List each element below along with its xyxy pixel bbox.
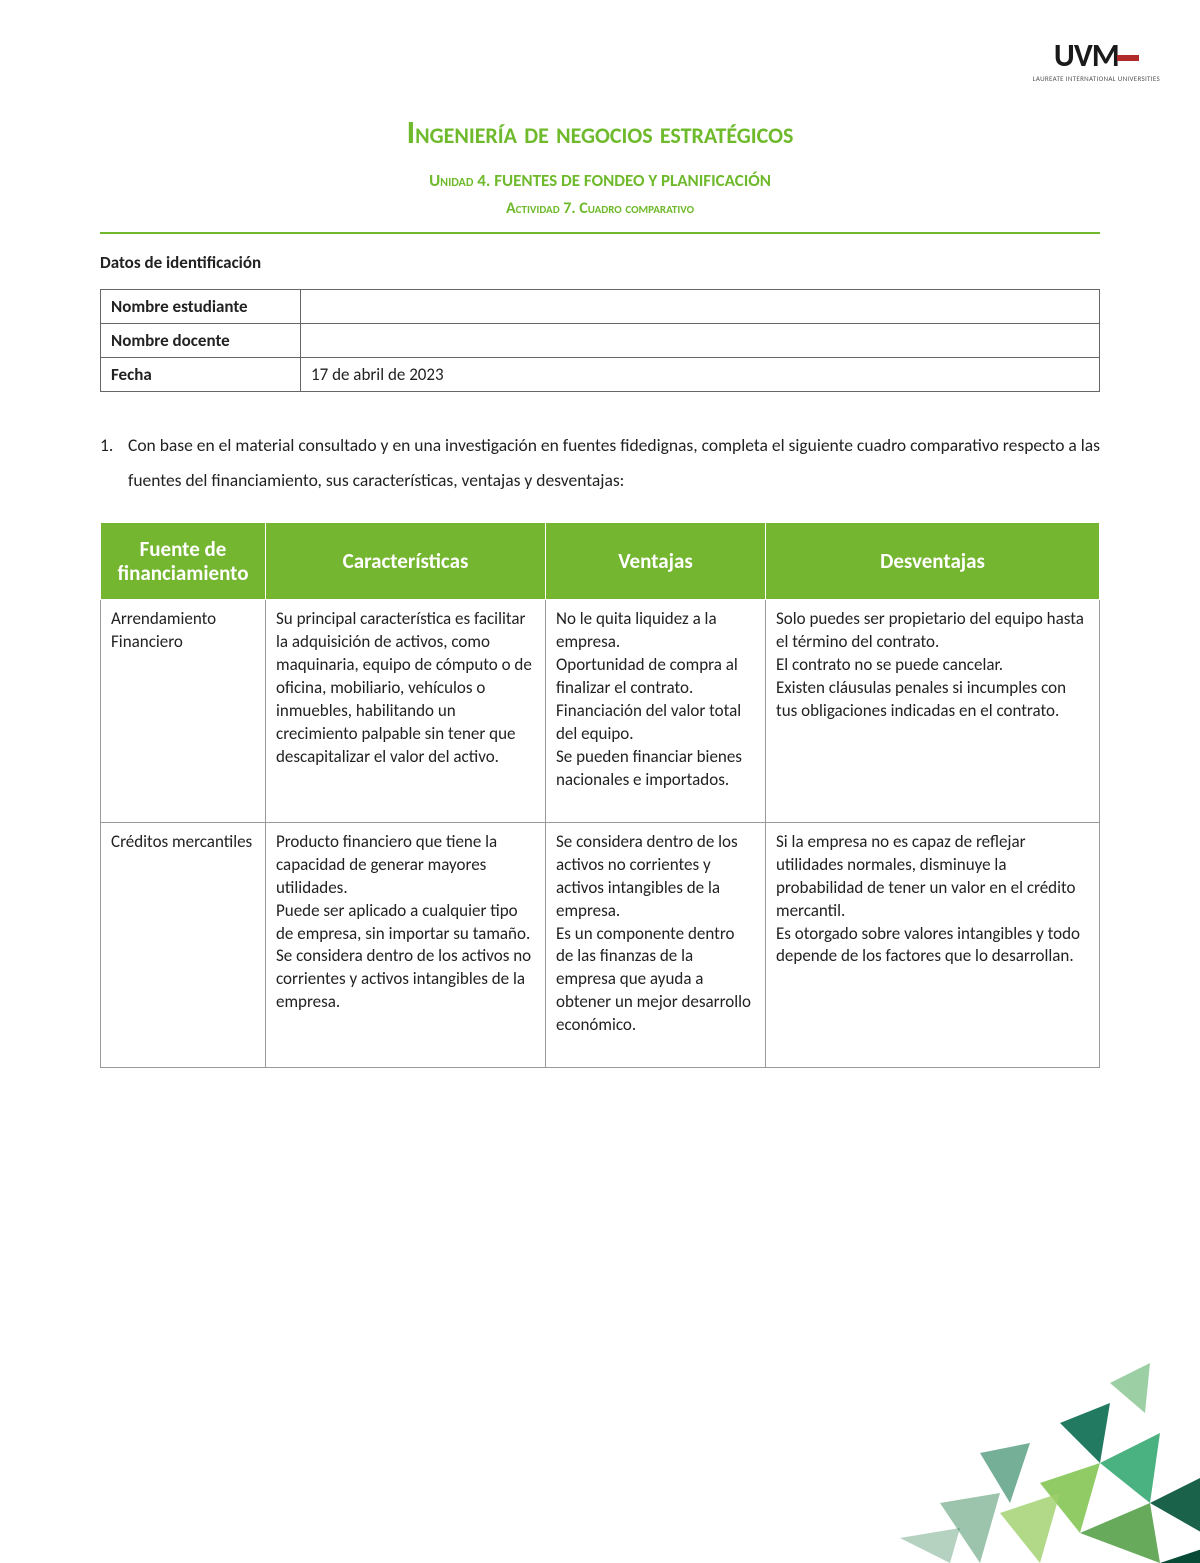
instruction-text: Con base en el material consultado y en … bbox=[128, 434, 1100, 491]
comp-header-cell: Ventajas bbox=[546, 523, 766, 600]
id-table-row: Nombre estudiante bbox=[101, 290, 1100, 324]
activity-subtitle: Actividad 7. Cuadro comparativo bbox=[100, 199, 1100, 232]
identification-table: Nombre estudianteNombre docenteFecha17 d… bbox=[100, 289, 1100, 392]
logo-main-text: UVM bbox=[1033, 40, 1160, 72]
id-row-label: Nombre estudiante bbox=[101, 290, 301, 324]
comp-cell: Arrendamiento Financiero bbox=[101, 600, 266, 823]
id-row-value: 17 de abril de 2023 bbox=[301, 358, 1100, 392]
comp-cell: Solo puedes ser propietario del equipo h… bbox=[766, 600, 1100, 823]
logo-subtitle: LAUREATE INTERNATIONAL UNIVERSITIES bbox=[1033, 74, 1160, 83]
comp-header-cell: Desventajas bbox=[766, 523, 1100, 600]
id-row-value bbox=[301, 324, 1100, 358]
comp-cell: Se considera dentro de los activos no co… bbox=[546, 822, 766, 1067]
comp-row: Arrendamiento FinancieroSu principal car… bbox=[101, 600, 1100, 823]
instruction-paragraph: 1. Con base en el material consultado y … bbox=[100, 428, 1100, 498]
logo-container: UVM LAUREATE INTERNATIONAL UNIVERSITIES bbox=[100, 40, 1160, 83]
id-row-label: Fecha bbox=[101, 358, 301, 392]
instruction-number: 1. bbox=[100, 428, 113, 463]
id-table-row: Nombre docente bbox=[101, 324, 1100, 358]
unit-subtitle: Unidad 4. FUENTES DE FONDEO Y PLANIFICAC… bbox=[100, 170, 1100, 191]
decorative-polygons bbox=[800, 1303, 1200, 1563]
uvm-logo: UVM LAUREATE INTERNATIONAL UNIVERSITIES bbox=[1033, 40, 1160, 83]
comparison-table: Fuente de financiamientoCaracterísticasV… bbox=[100, 522, 1100, 1068]
logo-letters: UVM bbox=[1054, 36, 1119, 75]
id-table-row: Fecha17 de abril de 2023 bbox=[101, 358, 1100, 392]
comp-header-cell: Características bbox=[266, 523, 546, 600]
id-row-label: Nombre docente bbox=[101, 324, 301, 358]
identification-section-label: Datos de identificación bbox=[100, 252, 1100, 273]
comp-cell: Producto financiero que tiene la capacid… bbox=[266, 822, 546, 1067]
comp-cell: No le quita liquidez a la empresa.Oportu… bbox=[546, 600, 766, 823]
comp-cell: Su principal característica es facilitar… bbox=[266, 600, 546, 823]
logo-red-bar bbox=[1117, 55, 1139, 61]
page-title: Ingeniería de negocios estratégicos bbox=[100, 113, 1100, 152]
comp-cell: Si la empresa no es capaz de reflejar ut… bbox=[766, 822, 1100, 1067]
comp-header-cell: Fuente de financiamiento bbox=[101, 523, 266, 600]
horizontal-rule bbox=[100, 232, 1100, 234]
comp-cell: Créditos mercantiles bbox=[101, 822, 266, 1067]
comp-row: Créditos mercantilesProducto financiero … bbox=[101, 822, 1100, 1067]
id-row-value bbox=[301, 290, 1100, 324]
